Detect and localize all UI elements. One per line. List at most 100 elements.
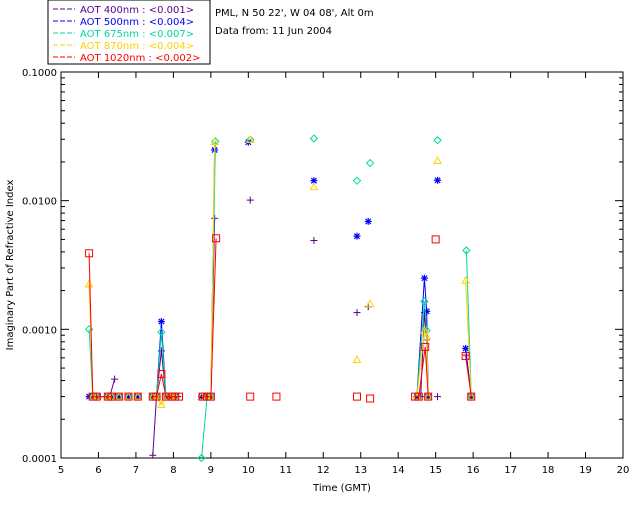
series-line: [202, 238, 217, 398]
data-point: [461, 352, 470, 361]
x-tick-label: 13: [354, 465, 367, 476]
plot-frame: [60, 71, 624, 459]
data-point: [433, 156, 442, 164]
x-tick-label: 8: [170, 465, 176, 476]
x-tick-label: 19: [579, 465, 592, 476]
legend-frame: [47, 0, 211, 65]
data-point: [92, 392, 101, 401]
series-4: [84, 135, 476, 408]
data-point: [353, 309, 361, 317]
data-point: [157, 369, 166, 378]
data-point: [310, 237, 318, 245]
x-axis: 5 6 7 8 9 10 11 12 13 14 15 16 17 18 19 20: [58, 72, 629, 476]
x-tick-label: 9: [208, 465, 214, 476]
data-point: [161, 392, 170, 401]
data-point: [424, 392, 433, 401]
data-point: [246, 196, 254, 204]
y-axis: 0.0001 0.0010 0.0100 0.1000: [22, 68, 623, 465]
data-point: [149, 451, 157, 459]
data-point: [133, 392, 142, 401]
data-point: [366, 394, 375, 403]
series-1: [87, 196, 475, 459]
data-point: [212, 234, 221, 243]
data-point: [352, 355, 362, 364]
date-text: Data from: 11 Jun 2004: [215, 26, 332, 37]
data-point: [462, 246, 471, 255]
data-point: [434, 176, 442, 184]
series-layer: [84, 134, 476, 463]
data-point: [245, 135, 255, 144]
data-point: [414, 392, 423, 401]
data-point: [84, 279, 94, 288]
x-axis-title: Time (GMT): [312, 483, 371, 494]
series-line: [152, 350, 178, 456]
data-point: [421, 342, 430, 351]
data-point: [462, 344, 470, 352]
data-point: [111, 375, 119, 383]
x-tick-label: 18: [542, 465, 555, 476]
y-tick-label: 0.0100: [22, 197, 57, 208]
x-tick-label: 7: [133, 465, 139, 476]
data-point: [85, 249, 94, 258]
data-point: [352, 392, 361, 401]
legend-entry: AOT 870nm : <0.004>: [80, 41, 194, 52]
series-3: [84, 134, 476, 463]
y-tick-label: 0.0001: [22, 454, 57, 465]
series-2: [85, 138, 475, 401]
data-point: [467, 392, 476, 401]
data-point: [175, 392, 184, 401]
data-point: [114, 392, 124, 400]
x-tick-label: 15: [429, 465, 442, 476]
data-point: [245, 135, 255, 143]
data-point: [433, 136, 442, 145]
legend-entry: AOT 675nm : <0.007>: [80, 29, 194, 40]
y-tick-label: 0.0010: [22, 325, 57, 336]
series-line: [465, 280, 472, 397]
data-point: [431, 235, 440, 244]
series-line: [415, 346, 429, 398]
data-point: [210, 137, 219, 146]
data-point: [420, 297, 429, 306]
data-point: [466, 392, 476, 400]
data-point: [198, 392, 207, 401]
x-tick-label: 11: [279, 465, 292, 476]
data-point: [157, 318, 165, 326]
data-point: [197, 453, 206, 463]
data-point: [434, 393, 442, 401]
x-tick-label: 17: [504, 465, 517, 476]
data-point: [461, 275, 470, 284]
data-point: [246, 392, 255, 401]
data-point: [157, 400, 166, 408]
data-point: [420, 274, 428, 282]
series-line: [465, 355, 472, 397]
x-tick-label: 5: [58, 465, 64, 476]
x-tick-label: 12: [317, 465, 330, 476]
legend-entry: AOT 1020nm : <0.002>: [80, 53, 200, 64]
x-tick-label: 10: [242, 465, 255, 476]
legend: AOT 400nm : <0.001>AOT 500nm : <0.004>AO…: [47, 0, 211, 65]
x-tick-label: 16: [467, 465, 480, 476]
data-point: [272, 392, 281, 401]
data-point: [157, 327, 166, 337]
x-tick-label: 14: [392, 465, 405, 476]
data-point: [422, 331, 432, 340]
data-point: [206, 392, 215, 401]
data-point: [365, 299, 375, 308]
y-axis-title: Imaginary Part of Refractive Index: [5, 180, 16, 351]
data-point: [353, 232, 361, 240]
data-point: [124, 392, 133, 401]
data-point: [309, 182, 319, 191]
series-line: [88, 253, 112, 398]
data-point: [423, 392, 433, 400]
data-point: [364, 217, 372, 225]
y-tick-label: 0.1000: [22, 68, 57, 79]
legend-entry: AOT 400nm : <0.001>: [80, 5, 194, 16]
data-point: [133, 392, 143, 400]
series-5: [85, 234, 476, 403]
data-point: [352, 176, 362, 185]
data-point: [309, 134, 319, 143]
data-point: [211, 214, 219, 222]
data-point: [124, 392, 133, 400]
data-point: [420, 325, 429, 334]
